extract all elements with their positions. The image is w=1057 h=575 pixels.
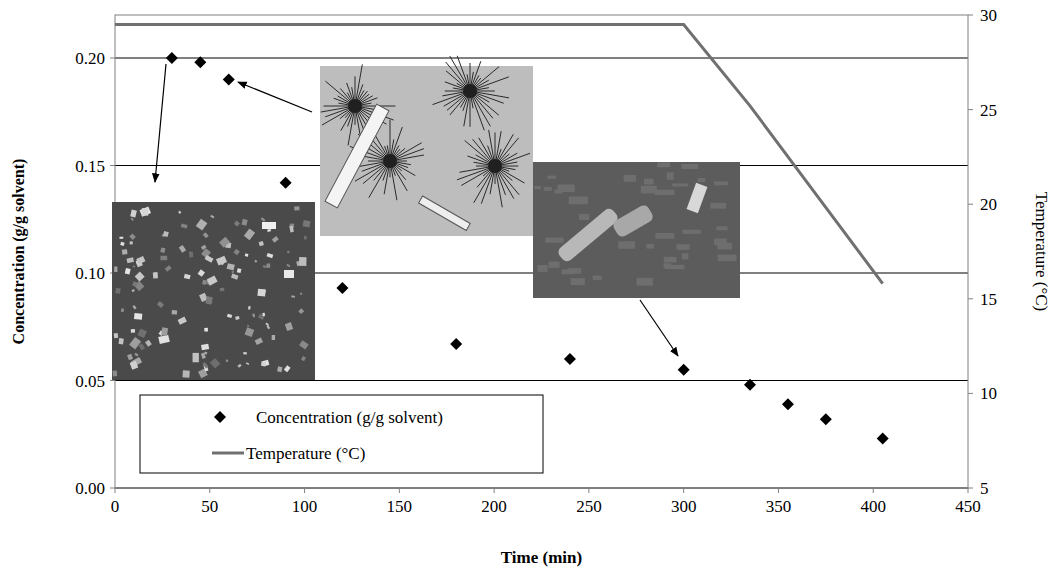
x-tick [115, 488, 116, 493]
x-tick-label: 450 [955, 497, 981, 516]
y-tick [110, 380, 115, 381]
x-tick-label: 250 [576, 497, 602, 516]
x-tick [683, 488, 684, 493]
y-tick-label: 0.20 [75, 49, 105, 68]
x-tick [588, 488, 589, 493]
chart: 0 50 100 150 200 250 300 350 400 450 0.00 0.05 0.10 0… [0, 0, 1057, 575]
data [115, 24, 889, 444]
y2-tick-label: 5 [980, 479, 989, 498]
y-tick-label: 0.00 [75, 479, 105, 498]
data-point [564, 353, 576, 365]
x-tick [873, 488, 874, 493]
data-point [820, 413, 832, 425]
x-tick-label: 400 [860, 497, 886, 516]
arrow [238, 82, 312, 112]
y2-tick-label: 15 [980, 290, 997, 309]
arrow [640, 300, 678, 356]
x-tick [209, 488, 210, 493]
data-point [450, 338, 462, 350]
y2-tick [968, 393, 973, 394]
data-point [194, 56, 206, 68]
legend-box [140, 395, 543, 473]
x-tick-label: 350 [766, 497, 792, 516]
y2-tick [968, 204, 973, 205]
y-tick [110, 165, 115, 166]
legend: Concentration (g/g solvent) Temperature (… [140, 395, 543, 473]
y-tick-label: 0.15 [75, 157, 105, 176]
data-point [223, 74, 235, 86]
y2-tick-label: 10 [980, 384, 997, 403]
data-point [166, 52, 178, 64]
x-tick [399, 488, 400, 493]
y2-tick [968, 15, 973, 16]
legend-swatch [214, 411, 226, 423]
legend-label: Concentration (g/g solvent) [256, 408, 443, 427]
x-tick-label: 50 [201, 497, 218, 516]
legend-swatch [212, 452, 244, 455]
y-tick [110, 488, 115, 489]
x-tick-label: 300 [671, 497, 697, 516]
x-tick-label: 150 [387, 497, 413, 516]
y-tick [110, 58, 115, 59]
x-tick-label: 0 [111, 497, 120, 516]
y2-tick [968, 298, 973, 299]
micrograph [320, 56, 533, 236]
arrows [155, 64, 678, 356]
y-tick-label: 0.10 [75, 264, 105, 283]
y-axis-title: Concentration (g/g solvent) [10, 159, 28, 345]
legend-label: Temperature (°C) [246, 444, 365, 463]
x-tick [968, 488, 969, 493]
grid-line [115, 380, 968, 381]
y-tick-label: 0.05 [75, 372, 105, 391]
data-point [336, 282, 348, 294]
x-tick-label: 200 [481, 497, 507, 516]
micrograph [112, 202, 315, 380]
x-axis-title: Time (min) [501, 548, 582, 567]
grid-line [115, 58, 968, 59]
y2-tick-label: 25 [980, 101, 997, 120]
y2-tick-label: 30 [980, 6, 997, 25]
data-point [678, 364, 690, 376]
y2-axis-title: Temperature (°C) [1032, 192, 1051, 311]
temperature-line [115, 24, 883, 283]
x-tick [304, 488, 305, 493]
x-tick [778, 488, 779, 493]
data-point [877, 433, 889, 445]
data-point [782, 398, 794, 410]
y2-tick-label: 20 [980, 195, 997, 214]
data-point [744, 379, 756, 391]
data-point [280, 177, 292, 189]
axes: 0 50 100 150 200 250 300 350 400 450 0.00 0.05 0.10 0… [75, 6, 997, 516]
micrograph [533, 162, 740, 298]
x-tick [494, 488, 495, 493]
y2-tick [968, 488, 973, 489]
x-tick-label: 100 [292, 497, 318, 516]
y2-tick [968, 109, 973, 110]
arrow [155, 64, 166, 182]
